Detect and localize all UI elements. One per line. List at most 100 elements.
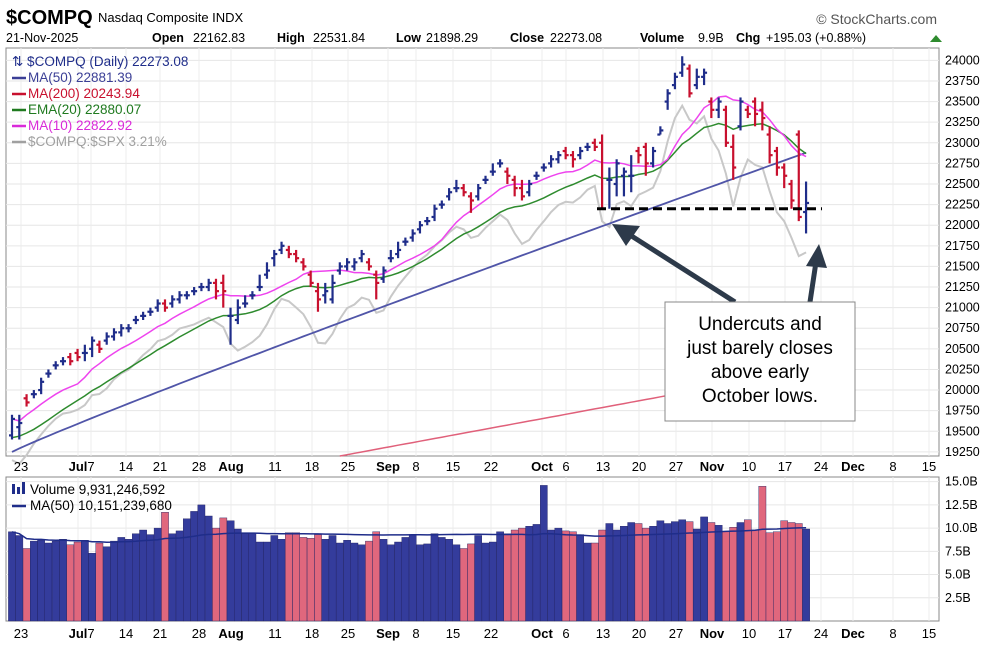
x-tick-label: 15 [446, 626, 460, 641]
price-bar [620, 167, 627, 197]
price-tick-label: 21250 [945, 280, 980, 294]
volume-bar [263, 541, 271, 622]
volume-tick-label: 5.0B [945, 568, 971, 582]
price-bar [533, 171, 540, 180]
price-bar [438, 200, 445, 209]
volume-bar [66, 544, 75, 622]
price-bar [526, 179, 533, 197]
price-bar [227, 307, 234, 345]
volume-tick-label: 10.0B [945, 521, 978, 535]
price-bar [271, 249, 278, 267]
x-tick-label: 6 [562, 626, 569, 641]
x-tick-label: 22 [484, 626, 498, 641]
price-bar [176, 291, 183, 304]
price-bar [511, 175, 518, 197]
volume-bar [591, 542, 599, 622]
volume-bar [241, 533, 249, 622]
volume-bar [124, 539, 133, 622]
volume-bar [744, 519, 752, 622]
x-tick-label: Sep [376, 459, 400, 474]
volume-bar [88, 553, 96, 622]
price-bar [191, 287, 198, 296]
price-bar [198, 282, 205, 292]
volume-bar [336, 542, 344, 622]
volume-bar [525, 526, 533, 622]
volume-bar [212, 527, 220, 622]
x-tick-label: 18 [305, 626, 319, 641]
price-bar [504, 167, 511, 184]
x-tick-label: 13 [596, 626, 610, 641]
price-bar [635, 146, 642, 164]
volume-bar [678, 519, 686, 622]
volume-bar [190, 511, 198, 622]
volume-bar [51, 540, 60, 622]
price-bar [161, 299, 168, 312]
volume-bar [321, 539, 330, 622]
volume-bar [328, 535, 337, 622]
x-tick-label: Aug [218, 459, 243, 474]
price-bar [642, 142, 649, 176]
price-bar [744, 105, 751, 119]
volume-bar [481, 542, 490, 622]
volume-bar [270, 535, 279, 622]
price-bar [475, 184, 482, 201]
x-tick-label: 23 [14, 626, 28, 641]
x-tick-label: 21 [153, 459, 167, 474]
volume-bar [532, 524, 541, 622]
volume-bar [131, 533, 140, 622]
volume-bar [102, 546, 111, 622]
price-bar [358, 249, 365, 263]
volume-bar [452, 544, 461, 622]
price-tick-label: 20000 [945, 383, 980, 397]
price-bar [650, 146, 657, 168]
volume-bar [489, 541, 497, 622]
price-bar [314, 282, 321, 312]
price-tick-label: 23750 [945, 74, 980, 88]
price-bar [795, 130, 802, 222]
price-bar [686, 64, 693, 98]
price-bar [540, 163, 547, 172]
price-tick-label: 19750 [945, 404, 980, 418]
price-tick-label: 20500 [945, 342, 980, 356]
x-tick-label: 20 [632, 626, 646, 641]
volume-bar [547, 529, 555, 622]
price-tick-label: 22500 [945, 177, 980, 191]
x-tick-label: 10 [742, 459, 756, 474]
price-bar [737, 97, 744, 131]
up-arrow-icon [930, 35, 942, 42]
volume-bar [226, 520, 235, 622]
volume-bar [292, 532, 300, 622]
volume-bar [44, 542, 53, 622]
price-bar [409, 229, 416, 242]
price-tick-label: 20250 [945, 362, 980, 376]
price-bar [344, 258, 351, 271]
price-bar [16, 414, 23, 440]
volume-bar [8, 531, 16, 622]
x-tick-label: 11 [268, 626, 282, 641]
x-tick-label: 7 [87, 459, 94, 474]
price-bar [766, 126, 773, 164]
price-bar [132, 315, 139, 325]
volume-bar [299, 537, 308, 622]
ohlc-readout: Open 22162.83 High 22531.84 Low 21898.29… [152, 31, 866, 45]
x-tick-label: 14 [119, 626, 133, 641]
price-tick-label: 21500 [945, 259, 980, 273]
annotation-arrow-left [612, 224, 737, 305]
volume-bar [379, 539, 388, 622]
price-bar [307, 270, 314, 288]
legend-item: EMA(20) 22880.07 [28, 102, 141, 117]
ma50-line [11, 151, 807, 453]
price-bar [125, 324, 132, 333]
volume-bar [255, 541, 264, 622]
volume-y-axis: 15.0B 12.5B 10.0B 7.5B 5.0B 2.5B [945, 475, 978, 605]
x-axis-labels-volume: 23 Jul 7 14 21 28 Aug 11 18 25 Sep 8 15 22 Oct 6 13 20 27 N… [14, 626, 936, 641]
ma10-line [11, 95, 807, 422]
price-bar [664, 89, 671, 110]
volume-bar [663, 523, 672, 622]
price-bar [489, 163, 496, 176]
volume-bar [182, 518, 191, 622]
price-bar [497, 159, 504, 168]
volume-bar [365, 540, 373, 622]
price-tick-label: 23000 [945, 136, 980, 150]
volume-bar [197, 504, 206, 622]
